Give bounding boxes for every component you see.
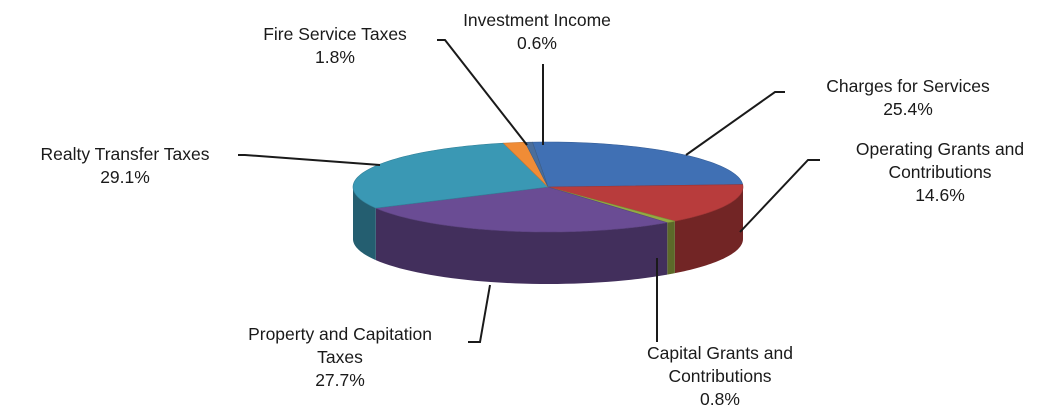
slice-realty-transfer-taxes	[352, 142, 549, 209]
slice-name-line: Charges for Services	[826, 76, 990, 96]
slice-label-5: Realty Transfer Taxes 29.1%	[41, 144, 210, 187]
slice-label-2: Operating Grants and Contributions 14.6%	[856, 139, 1024, 205]
slice-name-line: Investment Income	[463, 10, 611, 30]
slice-percent: 27.7%	[315, 370, 365, 390]
pie-slices	[352, 141, 744, 233]
slice-label-7: Investment Income 0.6%	[463, 10, 611, 53]
leader-line-4	[468, 284, 491, 343]
slice-charges-for-services	[532, 141, 744, 188]
slice-name-line: Contributions	[668, 366, 771, 386]
slice-name-line: Contributions	[888, 162, 991, 182]
slice-percent: 0.8%	[700, 389, 740, 409]
slice-percent: 29.1%	[100, 167, 150, 187]
slice-side-5	[353, 187, 376, 261]
slice-side-2	[674, 187, 743, 274]
leader-line-5	[238, 154, 381, 166]
slice-name-line: Fire Service Taxes	[263, 24, 407, 44]
slice-percent: 14.6%	[915, 185, 965, 205]
slice-labels: Charges for Services 25.4% Operating Grant…	[41, 10, 1025, 409]
slice-side-4	[375, 208, 668, 284]
slice-name-line: Capital Grants and	[647, 343, 793, 363]
slice-name-line: Operating Grants and	[856, 139, 1024, 159]
slice-property-and-capitation-taxes	[374, 186, 668, 233]
slice-label-1: Charges for Services 25.4%	[826, 76, 990, 119]
slice-label-6: Fire Service Taxes 1.8%	[263, 24, 407, 67]
leader-line-2	[739, 159, 820, 233]
slice-side-3	[667, 221, 675, 275]
slice-percent: 1.8%	[315, 47, 355, 67]
slice-name-line: Taxes	[317, 347, 363, 367]
leader-line-1	[685, 91, 785, 156]
slice-operating-grants-and-contributions	[547, 184, 744, 222]
slice-percent: 25.4%	[883, 99, 933, 119]
slice-label-4: Property and Capitation Taxes 27.7%	[248, 324, 432, 390]
slice-name-line: Property and Capitation	[248, 324, 432, 344]
leader-line-6	[437, 39, 528, 146]
pie-sides	[353, 187, 743, 284]
slice-name-line: Realty Transfer Taxes	[41, 144, 210, 164]
slice-label-3: Capital Grants and Contributions 0.8%	[647, 343, 793, 409]
slice-percent: 0.6%	[517, 33, 557, 53]
